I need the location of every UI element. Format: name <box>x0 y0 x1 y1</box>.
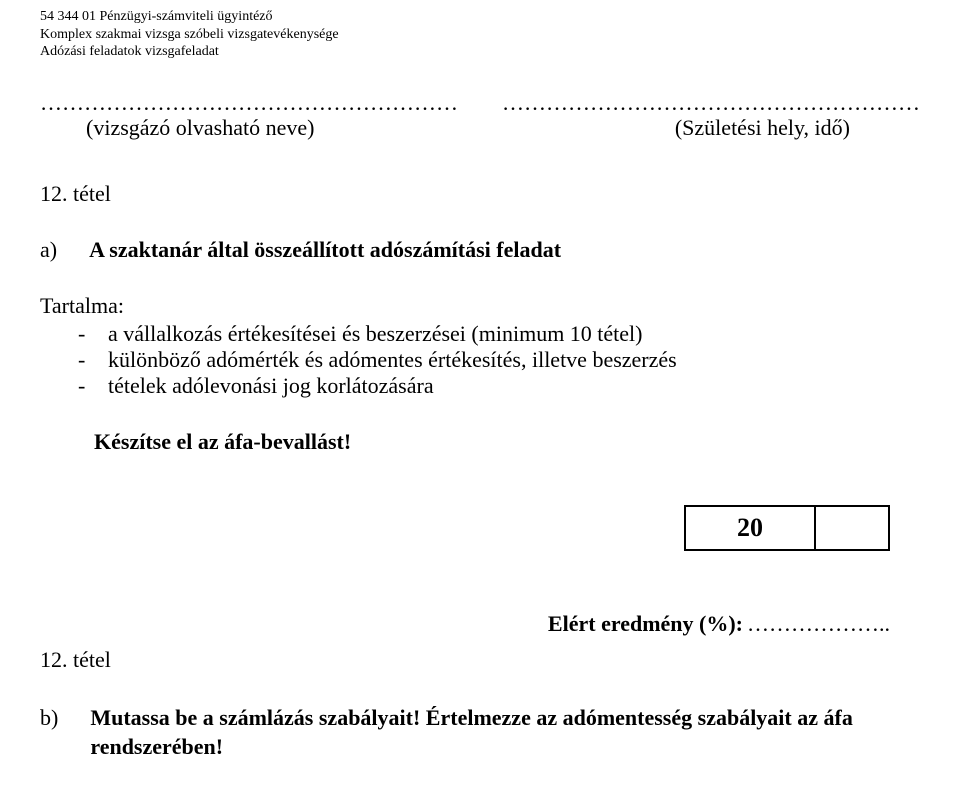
header-line-2: Komplex szakmai vizsga szóbeli vizsgatev… <box>40 26 920 44</box>
birthplace-date-label: (Születési hely, idő) <box>675 115 880 141</box>
bullet-text: a vállalkozás értékesítései és beszerzés… <box>108 321 643 347</box>
bullet-text: különböző adómérték és adómentes értékes… <box>108 347 677 373</box>
name-dotted-line: ………………………………………………… <box>40 91 458 115</box>
result-label: Elért eredmény (%): <box>548 611 743 637</box>
list-item: - tételek adólevonási jog korlátozására <box>40 373 920 399</box>
part-a-row: a) A szaktanár által összeállított adósz… <box>40 237 920 263</box>
score-box: 20 <box>684 505 890 551</box>
instruction-text: Készítse el az áfa-bevallást! <box>40 429 920 455</box>
examinee-name-label: (vizsgázó olvasható neve) <box>80 115 314 141</box>
part-a-letter: a) <box>40 237 57 263</box>
part-b-letter: b) <box>40 703 58 762</box>
bullet-text: tételek adólevonási jog korlátozására <box>108 373 434 399</box>
content-bullets: - a vállalkozás értékesítései és beszerz… <box>40 321 920 399</box>
result-dots: ……………….. <box>743 611 890 637</box>
score-max-cell: 20 <box>686 507 816 549</box>
thesis-number-second: 12. tétel <box>40 647 920 673</box>
dash-icon: - <box>78 321 108 347</box>
part-a-text: A szaktanár által összeállított adószámí… <box>89 237 561 263</box>
score-achieved-cell <box>816 507 888 549</box>
thesis-number-first: 12. tétel <box>40 181 920 207</box>
part-b-row: b) Mutassa be a számlázás szabályait! Ér… <box>40 703 920 762</box>
dash-icon: - <box>78 373 108 399</box>
birth-dotted-line: ………………………………………………… <box>502 91 920 115</box>
document-header: 54 344 01 Pénzügyi-számviteli ügyintéző … <box>40 8 920 61</box>
result-line: Elért eredmény (%): ……………….. <box>40 611 920 637</box>
score-box-wrap: 20 <box>40 505 920 551</box>
list-item: - a vállalkozás értékesítései és beszerz… <box>40 321 920 347</box>
header-line-3: Adózási feladatok vizsgafeladat <box>40 43 920 61</box>
header-line-1: 54 344 01 Pénzügyi-számviteli ügyintéző <box>40 8 920 26</box>
part-b-text: Mutassa be a számlázás szabályait! Értel… <box>90 703 920 762</box>
signature-dots-row: ………………………………………………… ………………………………………………… <box>40 91 920 115</box>
signature-labels-row: (vizsgázó olvasható neve) (Születési hel… <box>40 115 920 141</box>
list-item: - különböző adómérték és adómentes érték… <box>40 347 920 373</box>
content-block: Tartalma: - a vállalkozás értékesítései … <box>40 293 920 399</box>
document-page: 54 344 01 Pénzügyi-számviteli ügyintéző … <box>0 0 960 782</box>
dash-icon: - <box>78 347 108 373</box>
content-title: Tartalma: <box>40 293 920 319</box>
